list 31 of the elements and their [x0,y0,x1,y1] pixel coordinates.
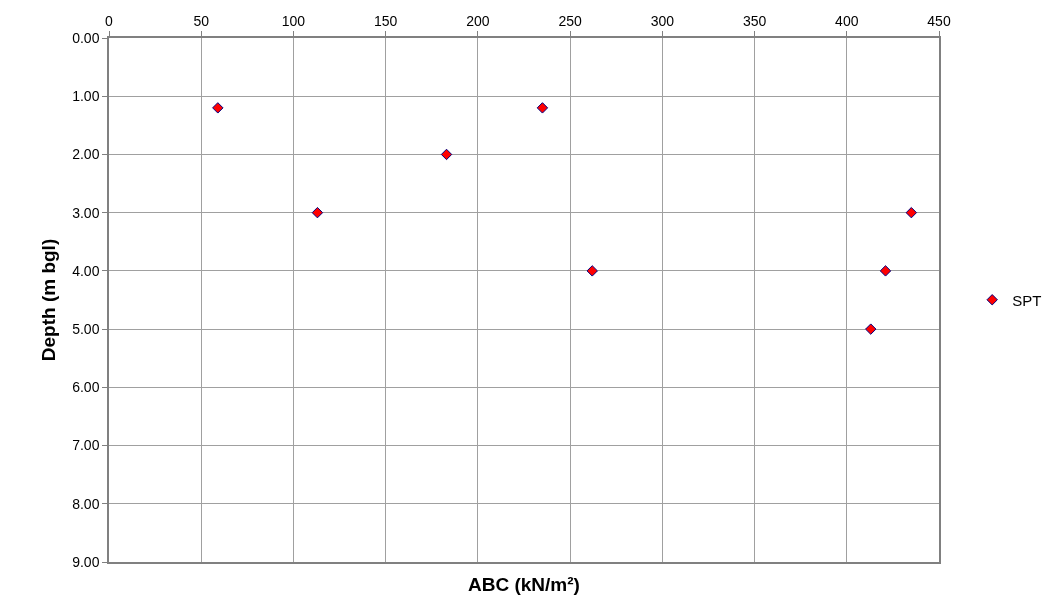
x-axis-title: ABC (kN/m²) [468,574,580,595]
legend-label: SPT [1012,291,1042,309]
y-tick-label: 1.00 [72,88,100,105]
point [905,206,918,219]
y-tick-label: 0.00 [72,29,100,46]
point [536,102,549,114]
point [586,265,598,277]
x-tick-label: 300 [650,12,675,29]
y-tick-label: 4.00 [72,262,100,279]
point [311,206,324,219]
x-tick-label: 100 [281,12,306,29]
point [879,265,892,277]
x-tick-label: 450 [927,12,951,29]
y-tick-label: 8.00 [72,495,100,512]
y-tick-label: 7.00 [72,437,100,454]
x-tick-label: 200 [466,12,490,29]
x-tick-label: 0 [105,12,114,29]
y-tick-label: 2.00 [72,146,100,163]
y-tick-label: 5.00 [72,321,100,338]
y-tick-label: 9.00 [72,553,100,570]
x-tick-label: 400 [835,12,859,29]
y-axis-title: Depth (m bgl) [37,238,59,362]
x-tick-label: 150 [373,12,398,29]
x-tick-label: 50 [193,12,210,29]
y-tick-label: 3.00 [72,204,100,221]
x-tick-label: 250 [558,12,582,29]
y-tick-label: 6.00 [72,379,100,396]
point [865,323,877,335]
x-tick-label: 350 [742,12,767,29]
point [440,148,453,161]
point [212,102,224,114]
